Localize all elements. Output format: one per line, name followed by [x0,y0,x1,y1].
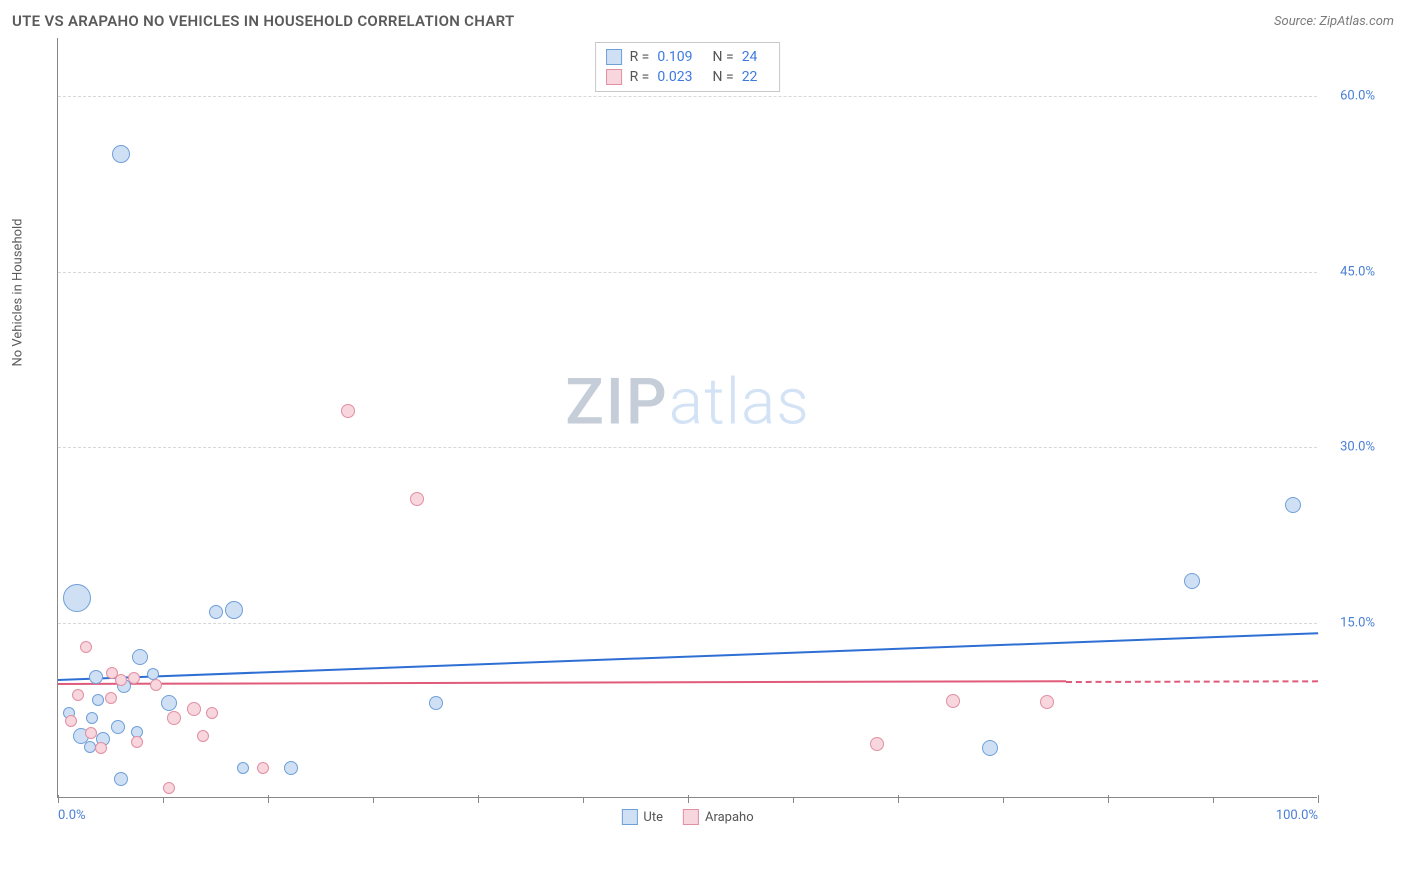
data-point [86,712,98,724]
data-point [209,605,223,619]
stat-n-label: N = [713,69,734,85]
chart-area: No Vehicles in Household ZIPatlas R =0.1… [22,38,1382,828]
y-tick-label: 45.0% [1340,264,1375,279]
data-point [84,741,96,753]
data-point [257,762,269,774]
grid-line [58,623,1317,624]
data-point [95,742,107,754]
data-point [163,782,175,794]
data-point [131,736,143,748]
plot-region: ZIPatlas R =0.109N =24R =0.023N =22 UteA… [57,38,1317,798]
trend-line [58,632,1318,681]
chart-container: UTE VS ARAPAHO NO VEHICLES IN HOUSEHOLD … [12,12,1394,880]
data-point [114,772,128,786]
stats-row: R = 0.109 N = 24 [606,47,770,67]
data-point [946,694,960,708]
x-minor-tick [583,798,584,803]
series-legend: Ute Arapaho [621,809,753,825]
x-tick [58,795,59,803]
data-point [870,737,884,751]
data-point [150,679,162,691]
data-point [80,641,92,653]
stat-r-value: 0.109 [657,49,692,65]
data-point [187,702,201,716]
watermark-atlas: atlas [669,365,810,440]
series-swatch [606,49,622,65]
chart-title: UTE VS ARAPAHO NO VEHICLES IN HOUSEHOLD … [12,12,515,30]
x-tick [268,795,269,803]
data-point [128,672,140,684]
y-tick-label: 30.0% [1340,440,1375,455]
data-point [429,696,443,710]
legend-item: Arapaho [683,809,754,825]
y-tick-label: 60.0% [1340,89,1375,104]
data-point [92,694,104,706]
x-tick-label: 0.0% [58,808,86,823]
data-point [982,740,998,756]
data-point [63,584,91,612]
data-point [237,762,249,774]
data-point [85,727,97,739]
data-point [72,689,84,701]
x-minor-tick [793,798,794,803]
data-point [106,667,118,679]
trend-line-dashed [1066,680,1318,683]
watermark: ZIPatlas [565,365,810,440]
x-tick [1318,795,1319,803]
x-tick [1108,795,1109,803]
data-point [89,670,103,684]
data-point [111,720,125,734]
y-tick-label: 15.0% [1340,615,1375,630]
data-point [167,711,181,725]
source-attribution: Source: ZipAtlas.com [1274,14,1394,29]
stat-r-label: R = [630,49,650,65]
trend-line [58,681,1066,686]
data-point [1184,573,1200,589]
x-minor-tick [1003,798,1004,803]
data-point [112,145,130,163]
series-swatch [606,69,622,85]
x-minor-tick [373,798,374,803]
data-point [1040,695,1054,709]
stat-n-value: 24 [742,49,758,65]
watermark-zip: ZIP [565,365,669,440]
stats-legend-box: R = 0.109 N = 24 R = 0.023 N = 22 [595,42,781,92]
data-point [206,707,218,719]
grid-line [58,272,1317,273]
header: UTE VS ARAPAHO NO VEHICLES IN HOUSEHOLD … [12,12,1394,30]
data-point [161,695,177,711]
legend-label: Ute [643,810,663,825]
x-tick [478,795,479,803]
data-point [341,404,355,418]
grid-line [58,96,1317,97]
data-point [1285,497,1301,513]
legend-swatch [683,809,699,825]
data-point [132,649,148,665]
legend-item: Ute [621,809,663,825]
x-tick [898,795,899,803]
data-point [105,692,117,704]
legend-swatch [621,809,637,825]
stat-r-value: 0.023 [657,69,692,85]
stat-r-label: R = [630,69,650,85]
x-tick [688,795,689,803]
x-minor-tick [163,798,164,803]
legend-label: Arapaho [705,810,754,825]
stat-n-value: 22 [742,69,758,85]
data-point [410,492,424,506]
x-minor-tick [1213,798,1214,803]
data-point [197,730,209,742]
data-point [284,761,298,775]
y-axis-label: No Vehicles in Household [11,218,26,366]
data-point [65,715,77,727]
stat-n-label: N = [713,49,734,65]
grid-line [58,447,1317,448]
x-tick-label: 100.0% [1276,808,1318,823]
data-point [225,601,243,619]
stats-row: R = 0.023 N = 22 [606,67,770,87]
